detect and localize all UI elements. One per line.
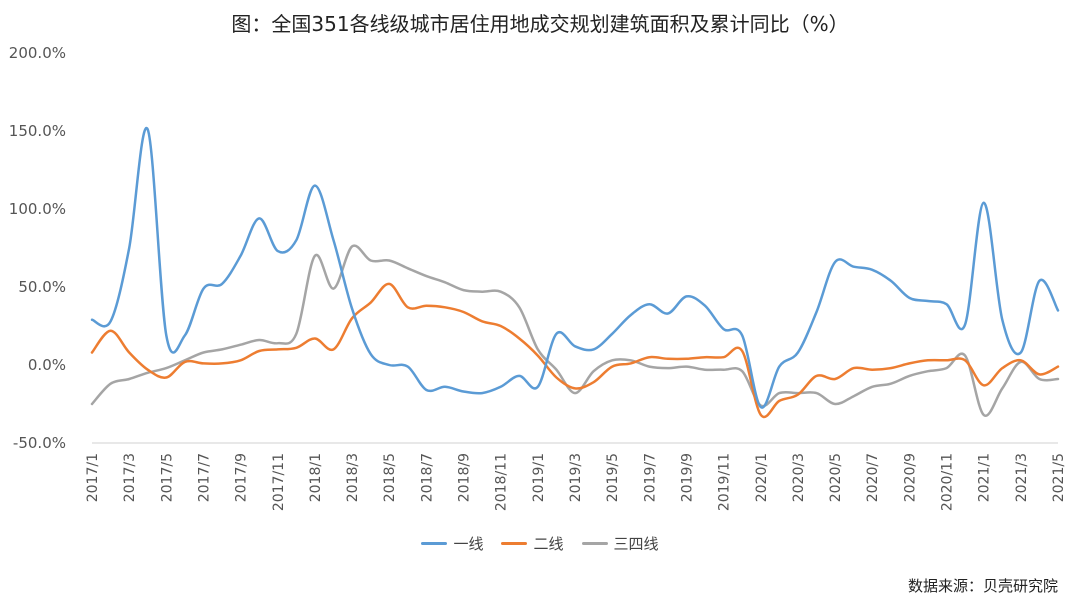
x-tick-label: 2019/7 bbox=[642, 453, 658, 502]
y-axis: -50.0% 0.0% 50.0% 100.0% 150.0% 200.0% bbox=[9, 44, 66, 452]
legend-label: 三四线 bbox=[613, 535, 659, 553]
x-tick-label: 2017/7 bbox=[196, 453, 212, 502]
x-tick-label: 2020/9 bbox=[902, 453, 918, 502]
x-tick-label: 2017/5 bbox=[159, 453, 175, 502]
x-tick-label: 2020/7 bbox=[865, 453, 881, 502]
series-line-一线 bbox=[90, 126, 1060, 409]
x-tick-label: 2018/9 bbox=[457, 453, 473, 502]
legend-item: 一线 bbox=[421, 533, 483, 554]
legend: 一线 二线 三四线 bbox=[0, 533, 1080, 554]
legend-swatch bbox=[581, 542, 608, 545]
x-tick-label: 2019/5 bbox=[605, 453, 621, 502]
y-tick-label: 100.0% bbox=[9, 200, 66, 218]
x-tick-label: 2021/5 bbox=[1051, 453, 1067, 502]
y-tick-label: 50.0% bbox=[18, 278, 66, 296]
x-tick-label: 2018/3 bbox=[345, 453, 361, 502]
x-tick-label: 2018/5 bbox=[382, 453, 398, 502]
legend-label: 一线 bbox=[453, 535, 484, 553]
legend-item: 二线 bbox=[501, 533, 564, 554]
y-tick-label: 0.0% bbox=[28, 356, 66, 374]
x-tick-label: 2018/11 bbox=[494, 453, 510, 511]
x-tick-label: 2020/3 bbox=[791, 453, 807, 502]
series-layer bbox=[90, 126, 1060, 419]
x-tick-label: 2021/1 bbox=[977, 453, 993, 502]
x-tick-label: 2020/1 bbox=[754, 453, 770, 502]
y-tick-label: 200.0% bbox=[9, 44, 66, 62]
x-tick-label: 2019/9 bbox=[679, 453, 695, 502]
x-tick-label: 2017/1 bbox=[85, 453, 101, 502]
legend-swatch bbox=[421, 542, 448, 545]
x-tick-label: 2020/11 bbox=[940, 453, 956, 511]
series-line-二线 bbox=[90, 282, 1060, 419]
y-tick-label: 150.0% bbox=[9, 122, 66, 140]
series-line-三四线 bbox=[90, 244, 1060, 417]
chart-title: 图：全国351各线级城市居住用地成交规划建筑面积及累计同比（%） bbox=[231, 12, 849, 36]
x-tick-label: 2018/7 bbox=[419, 453, 435, 502]
x-tick-label: 2021/3 bbox=[1014, 453, 1030, 502]
legend-swatch bbox=[501, 542, 528, 545]
legend-label: 二线 bbox=[533, 535, 564, 553]
x-tick-label: 2019/3 bbox=[568, 453, 584, 502]
x-tick-label: 2017/11 bbox=[271, 453, 287, 511]
x-tick-label: 2019/1 bbox=[531, 453, 547, 502]
source-note: 数据来源：贝壳研究院 bbox=[907, 577, 1058, 595]
legend-item: 三四线 bbox=[581, 533, 659, 554]
x-tick-label: 2020/5 bbox=[828, 453, 844, 502]
x-tick-label: 2019/11 bbox=[717, 453, 733, 511]
x-tick-label: 2018/1 bbox=[308, 453, 324, 502]
x-tick-label: 2017/3 bbox=[122, 453, 138, 502]
x-tick-label: 2017/9 bbox=[234, 453, 250, 502]
y-tick-label: -50.0% bbox=[13, 434, 66, 452]
x-axis: 2017/1 2017/3 2017/5 2017/7 2017/9 2017/11 201… bbox=[85, 442, 1067, 511]
